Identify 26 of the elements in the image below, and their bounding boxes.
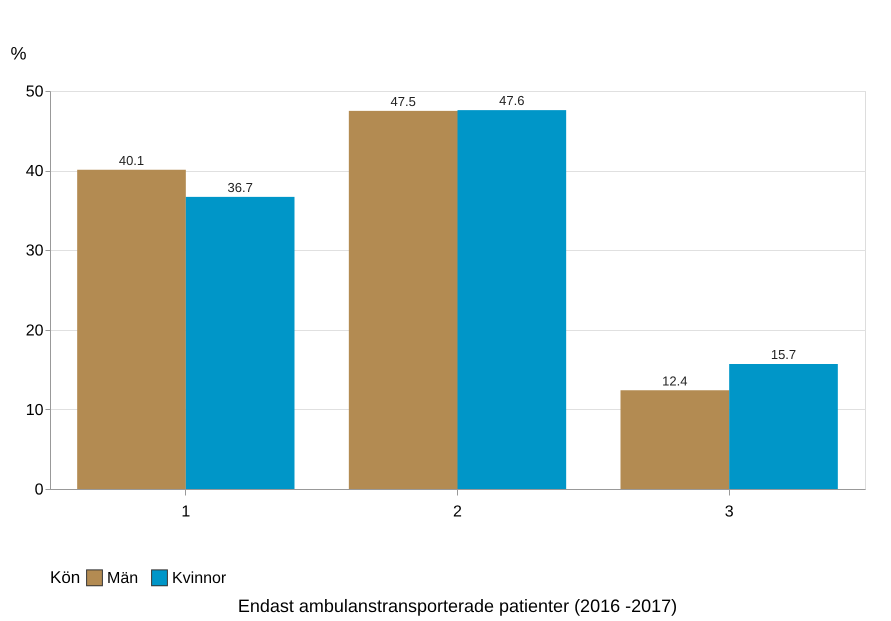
- x-tick-label: 1: [181, 504, 190, 520]
- data-label: 12.4: [662, 373, 688, 388]
- data-label: 47.5: [390, 94, 416, 109]
- data-label: 40.1: [118, 152, 144, 168]
- y-tick-label: 30: [26, 242, 44, 260]
- bar: [620, 390, 730, 489]
- text: Endast ambulanstransporterade patienter (2016 -2017): [238, 596, 678, 616]
- bar: [729, 364, 838, 489]
- bar: [348, 110, 458, 489]
- legend-title: Kön: [50, 568, 80, 587]
- bar: [458, 110, 566, 489]
- y-tick-label: 10: [26, 402, 44, 419]
- data-label: 47.6: [499, 93, 524, 108]
- y-tick-label: 0: [34, 482, 44, 498]
- legend-label: Kvinnor: [172, 570, 227, 587]
- data-label: 15.7: [770, 347, 796, 362]
- x-tick-label: 3: [724, 504, 734, 520]
- legend-label: Män: [107, 570, 138, 587]
- x-tick-label: 2: [453, 504, 462, 520]
- y-tick-label: 40: [26, 163, 44, 180]
- y-tick-label: 20: [26, 322, 44, 340]
- data-label: 36.7: [228, 180, 253, 195]
- y-tick-label: 50: [26, 84, 44, 100]
- bar: [186, 196, 294, 489]
- bar: [77, 170, 186, 489]
- y-axis-title: %: [10, 44, 27, 64]
